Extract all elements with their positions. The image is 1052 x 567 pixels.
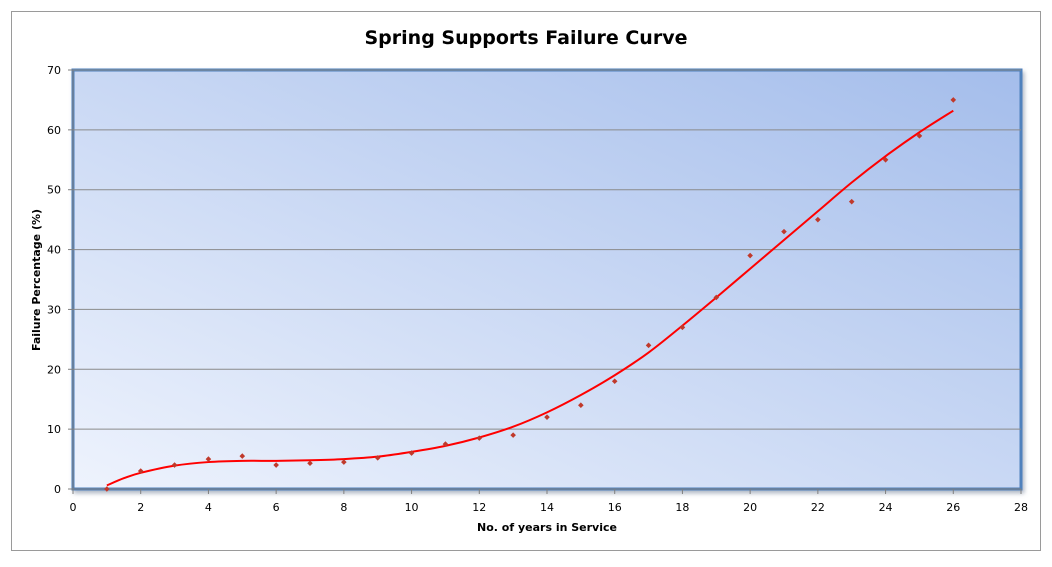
trendline-layer bbox=[106, 109, 954, 487]
data-point bbox=[578, 402, 584, 408]
y-tick-label: 10 bbox=[47, 423, 61, 436]
x-axis-title: No. of years in Service bbox=[477, 521, 617, 534]
data-point bbox=[950, 97, 957, 103]
y-tick-label: 70 bbox=[47, 64, 61, 77]
y-tick-label: 40 bbox=[47, 244, 61, 257]
data-point bbox=[510, 432, 516, 438]
data-point bbox=[645, 342, 652, 349]
y-tick-label: 60 bbox=[47, 124, 61, 137]
x-tick-label: 16 bbox=[608, 501, 622, 514]
x-tick-label: 6 bbox=[273, 501, 280, 514]
x-tick-label: 28 bbox=[1014, 501, 1028, 514]
data-point bbox=[747, 252, 753, 259]
data-point bbox=[916, 133, 923, 139]
y-tick-label: 30 bbox=[47, 303, 61, 316]
gridlines bbox=[73, 69, 1021, 430]
data-point bbox=[104, 486, 110, 492]
x-tick-label: 26 bbox=[946, 501, 960, 514]
data-point bbox=[341, 459, 347, 465]
data-point bbox=[239, 453, 246, 459]
data-point bbox=[442, 441, 449, 447]
data-point bbox=[882, 156, 889, 163]
data-points bbox=[104, 97, 957, 492]
x-tick-label: 4 bbox=[205, 501, 212, 514]
data-point bbox=[611, 378, 618, 385]
data-point bbox=[713, 294, 720, 301]
data-point bbox=[781, 228, 787, 235]
x-tick-label: 8 bbox=[340, 501, 347, 514]
x-tick-label: 10 bbox=[405, 501, 419, 514]
x-tick-label: 2 bbox=[137, 501, 144, 514]
x-tick-label: 20 bbox=[743, 501, 757, 514]
data-point bbox=[137, 468, 144, 474]
data-point bbox=[408, 450, 415, 456]
data-point bbox=[205, 456, 212, 462]
x-tick-label: 24 bbox=[879, 501, 893, 514]
data-point bbox=[848, 198, 855, 205]
x-tick-label: 18 bbox=[675, 501, 689, 514]
y-axis-title: Failure Percentage (%) bbox=[30, 209, 43, 351]
y-tick-label: 50 bbox=[47, 184, 61, 197]
y-tick-label: 0 bbox=[54, 483, 61, 496]
y-tick-label: 20 bbox=[47, 363, 61, 376]
data-point bbox=[815, 216, 821, 223]
chart-title: Spring Supports Failure Curve bbox=[364, 27, 688, 49]
data-point bbox=[307, 460, 313, 467]
plot-background bbox=[71, 68, 1023, 491]
trendline bbox=[106, 109, 954, 487]
data-point bbox=[171, 462, 178, 468]
data-point bbox=[544, 414, 550, 420]
data-point bbox=[476, 435, 483, 441]
data-point bbox=[679, 324, 686, 331]
x-tick-label: 12 bbox=[472, 501, 486, 514]
plot-area bbox=[71, 68, 1023, 491]
data-point bbox=[374, 455, 381, 461]
x-tick-label: 22 bbox=[811, 501, 825, 514]
x-tick-label: 14 bbox=[540, 501, 554, 514]
x-tick-label: 0 bbox=[70, 501, 77, 514]
data-point bbox=[273, 462, 279, 468]
